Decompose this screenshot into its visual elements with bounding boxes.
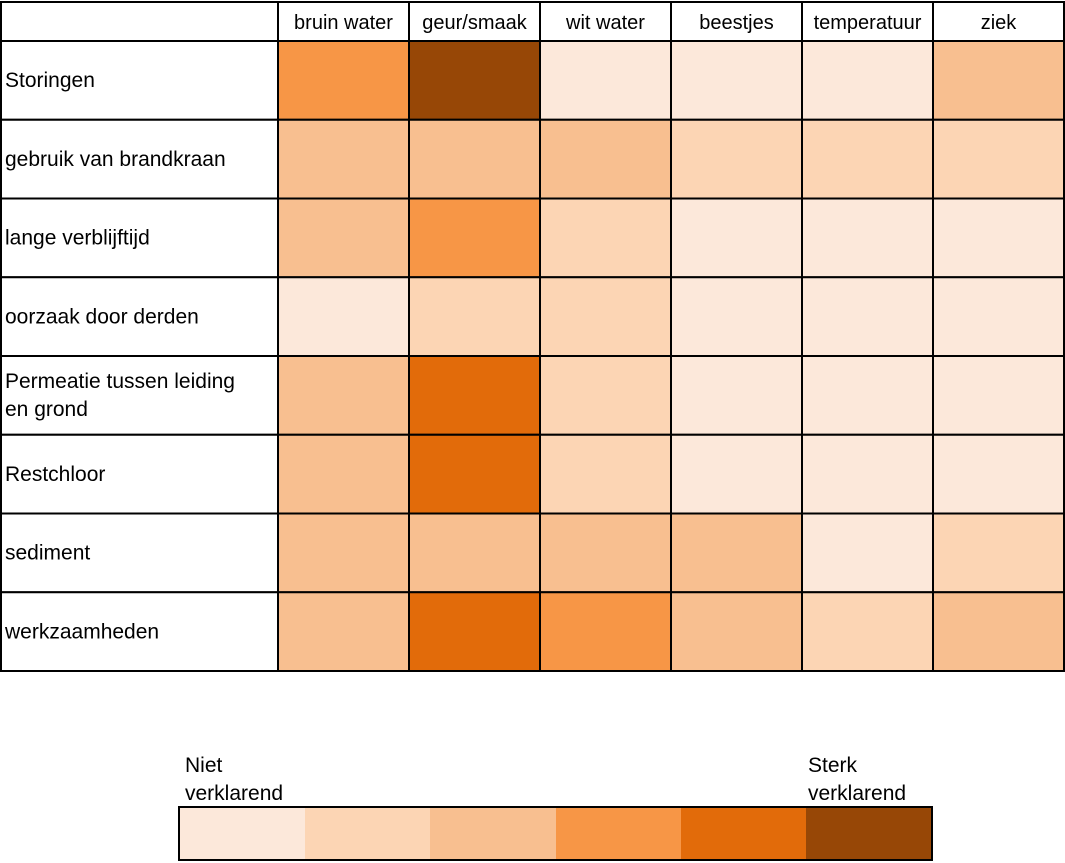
column-header-cell: [408, 1, 541, 42]
row-label: oorzaak door derden: [5, 305, 199, 328]
heatmap-cell: [801, 276, 934, 357]
heatmap-cell: [932, 512, 1065, 594]
legend-swatch: [430, 808, 556, 859]
heatmap-cell: [539, 276, 672, 357]
legend-low-label-line: verklarend: [185, 782, 284, 805]
heatmap-cell: [277, 355, 410, 436]
row-label: Permeatie tussen leiding: [5, 370, 235, 393]
row-label: lange verblijftijd: [5, 227, 150, 250]
row-label: Restchloor: [5, 463, 105, 486]
heatmap-cell: [408, 276, 541, 357]
heatmap-cell: [277, 40, 410, 121]
heatmap-cell: [801, 591, 934, 672]
heatmap-cell: [801, 40, 934, 121]
column-header: temperatuur: [814, 12, 922, 34]
heatmap-cell: [670, 276, 803, 357]
heatmap-cell: [670, 118, 803, 200]
heatmap-cell: [932, 433, 1065, 515]
heatmap-cell: [932, 276, 1065, 357]
row-label-cell: [0, 591, 279, 672]
heatmap-cell: [539, 40, 672, 121]
heatmap-cell: [539, 433, 672, 515]
heatmap-cell: [801, 433, 934, 515]
legend-high-label-line: verklarend: [808, 782, 907, 805]
heatmap-chart: bruin water geur/smaak wit water beestjes te…: [0, 1, 1065, 672]
row-label: en grond: [5, 398, 88, 421]
column-header: geur/smaak: [422, 12, 527, 34]
legend-high-label-line: Sterk: [808, 754, 858, 777]
legend-swatch: [805, 808, 932, 859]
legend-color-scale: [178, 806, 933, 861]
row-label: werkzaamheden: [4, 620, 159, 643]
heatmap-cell: [801, 197, 934, 279]
heatmap-cell: [539, 591, 672, 672]
heatmap-cell: [408, 118, 541, 200]
heatmap-cell: [277, 276, 410, 357]
heatmap-cell: [932, 591, 1065, 672]
legend-swatch: [305, 808, 431, 859]
heatmap-cell: [670, 197, 803, 279]
heatmap-cell: [539, 197, 672, 279]
heatmap-cell: [801, 512, 934, 594]
heatmap-cell: [408, 197, 541, 279]
heatmap-cell: [932, 355, 1065, 436]
heatmap-cell: [801, 118, 934, 200]
row-label: Storingen: [5, 69, 95, 92]
heatmap-cell: [932, 197, 1065, 279]
heatmap-cell: [670, 591, 803, 672]
row-label: gebruik van brandkraan: [5, 148, 226, 171]
legend-swatch: [180, 808, 306, 859]
column-header-cell: [932, 1, 1065, 42]
heatmap-cell: [408, 355, 541, 436]
column-header-cell: [277, 1, 410, 42]
legend-swatch: [555, 808, 681, 859]
heatmap-cell: [670, 355, 803, 436]
legend-low-label-line: Niet: [185, 754, 223, 777]
column-header: ziek: [981, 12, 1018, 34]
heatmap-cell: [277, 197, 410, 279]
heatmap-cell: [277, 433, 410, 515]
heatmap-cell: [932, 118, 1065, 200]
heatmap-cell: [670, 512, 803, 594]
column-header: bruin water: [294, 12, 393, 34]
column-header: wit water: [565, 12, 645, 34]
heatmap-cell: [670, 433, 803, 515]
heatmap-cell: [277, 118, 410, 200]
heatmap-cell: [801, 355, 934, 436]
row-label-cell: [0, 512, 279, 594]
heatmap-cell: [539, 355, 672, 436]
heatmap-cell: [539, 118, 672, 200]
row-label-cell: [0, 355, 279, 436]
heatmap-cell: [408, 591, 541, 672]
heatmap-cell: [408, 512, 541, 594]
corner-cell: [0, 1, 279, 42]
row-label-cell: [0, 276, 279, 357]
heatmap-cell: [932, 40, 1065, 121]
legend-high-label: Sterk verklarend: [808, 752, 968, 808]
row-label: sediment: [5, 542, 90, 565]
column-header: beestjes: [699, 12, 774, 34]
heatmap-cell: [670, 40, 803, 121]
legend-low-label: Niet verklarend: [185, 752, 345, 808]
heatmap-cell: [408, 433, 541, 515]
heatmap-cell: [277, 512, 410, 594]
row-label-cell: [0, 118, 279, 200]
heatmap-cell: [408, 40, 541, 121]
heatmap-cell: [277, 591, 410, 672]
heatmap-cell: [539, 512, 672, 594]
legend-swatch: [680, 808, 806, 859]
